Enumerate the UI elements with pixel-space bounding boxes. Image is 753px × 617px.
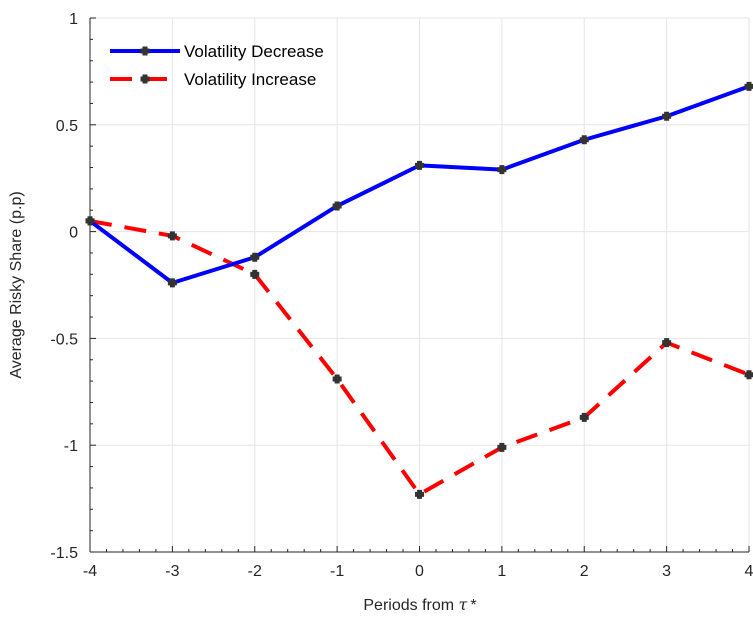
data-point bbox=[662, 111, 672, 121]
x-axis-label: Periods from τ * bbox=[363, 595, 476, 614]
x-tick-label: -4 bbox=[83, 563, 97, 580]
data-point bbox=[332, 201, 342, 211]
x-tick-label: 3 bbox=[662, 563, 671, 580]
legend-swatch-marker bbox=[140, 74, 150, 84]
series-0 bbox=[85, 81, 753, 288]
x-tick-label: -3 bbox=[165, 563, 179, 580]
axes bbox=[89, 17, 750, 553]
y-tick-label: -1 bbox=[64, 438, 78, 455]
data-point bbox=[250, 269, 260, 279]
data-point bbox=[579, 412, 589, 422]
tick-labels: -4 -3 -2 -1 0 1 2 3 4 -1.5 -1 -0.5 0 0.5 1 bbox=[50, 11, 753, 580]
x-axis-label-symbol: τ bbox=[459, 595, 469, 614]
data-point bbox=[744, 81, 753, 91]
data-point bbox=[662, 338, 672, 348]
x-tick-label: 1 bbox=[497, 563, 506, 580]
data-point bbox=[167, 231, 177, 241]
data-point bbox=[332, 374, 342, 384]
x-tick-label: -2 bbox=[248, 563, 262, 580]
y-tick-label: 0.5 bbox=[56, 118, 78, 135]
data-point bbox=[85, 216, 95, 226]
data-point bbox=[744, 370, 753, 380]
data-point bbox=[415, 489, 424, 499]
data-point bbox=[497, 442, 507, 452]
data-point bbox=[579, 135, 589, 145]
legend-label: Volatility Increase bbox=[184, 70, 316, 89]
y-tick-label: -1.5 bbox=[50, 545, 78, 562]
x-tick-label: 0 bbox=[415, 563, 424, 580]
grid-lines bbox=[89, 17, 750, 553]
y-tick-label: 0 bbox=[69, 225, 78, 242]
series-1 bbox=[85, 216, 753, 499]
y-axis-label: Average Risky Share (p.p) bbox=[8, 191, 25, 378]
y-tick-label: -0.5 bbox=[50, 331, 78, 348]
y-tick-label: 1 bbox=[69, 11, 78, 28]
data-point bbox=[415, 160, 424, 170]
x-axis-label-suffix: * bbox=[470, 597, 476, 614]
x-tick-label: 4 bbox=[745, 563, 753, 580]
x-axis-label-text: Periods from bbox=[363, 597, 458, 614]
legend-entry: Volatility Decrease bbox=[110, 42, 324, 61]
legend-entry: Volatility Increase bbox=[110, 70, 316, 89]
data-point bbox=[250, 252, 260, 262]
legend-label: Volatility Decrease bbox=[184, 42, 324, 61]
series-line bbox=[89, 218, 750, 497]
x-tick-label: -1 bbox=[330, 563, 344, 580]
legend: Volatility Decrease Volatility Increase bbox=[110, 42, 324, 89]
data-point bbox=[497, 165, 507, 175]
x-tick-label: 2 bbox=[580, 563, 589, 580]
data-point bbox=[167, 278, 177, 288]
legend-swatch-marker bbox=[140, 46, 150, 56]
series-group bbox=[85, 81, 753, 499]
